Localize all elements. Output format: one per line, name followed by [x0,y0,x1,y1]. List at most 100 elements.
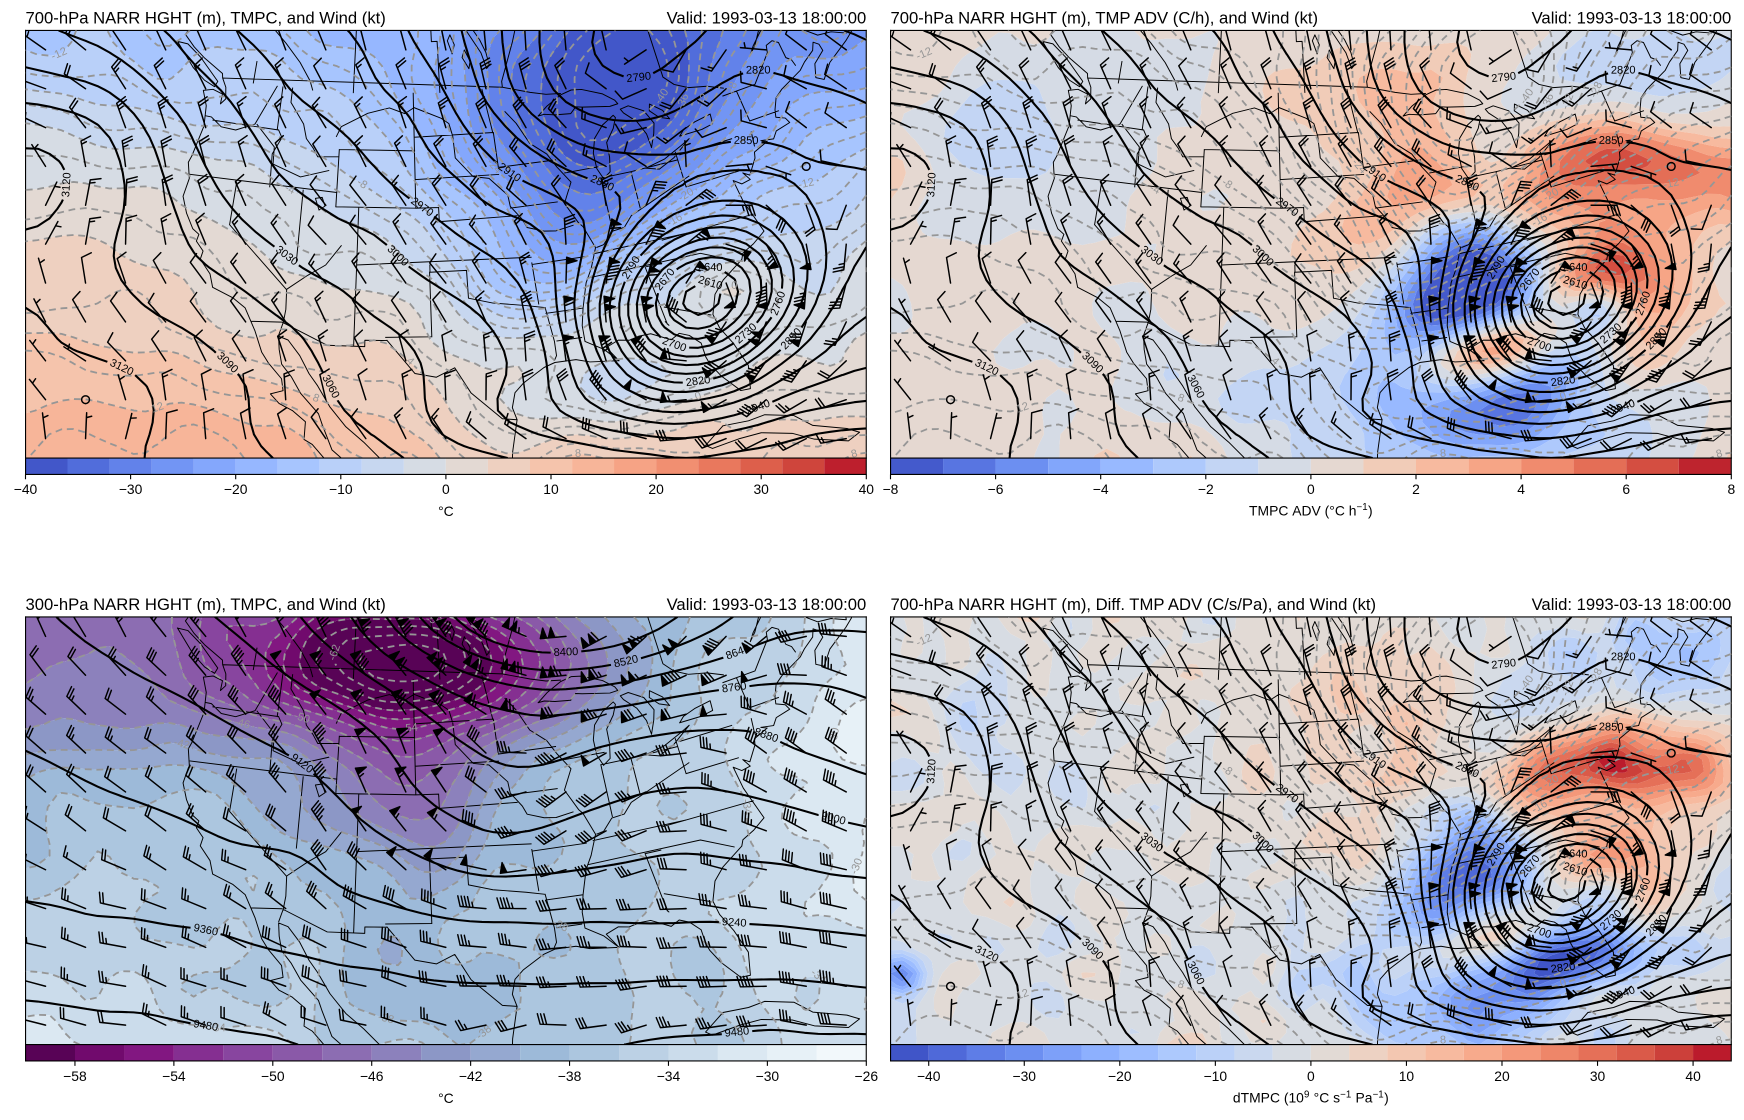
svg-text:2: 2 [1412,481,1420,497]
svg-text:12: 12 [1015,400,1031,415]
svg-text:9000: 9000 [820,810,847,828]
svg-text:8: 8 [1176,392,1186,405]
svg-text:0: 0 [693,390,703,403]
svg-text:−30: −30 [1012,1068,1036,1084]
svg-text:0: 0 [1596,280,1603,292]
svg-text:8: 8 [1715,1034,1724,1047]
svg-text:40: 40 [859,481,875,497]
svg-text:8: 8 [311,392,321,405]
svg-text:0: 0 [442,481,450,497]
svg-text:2790: 2790 [1491,657,1517,672]
svg-text:-54: -54 [401,722,418,736]
svg-text:-12: -12 [49,45,69,63]
svg-text:°C: °C [438,503,454,519]
svg-text:8: 8 [1176,978,1186,991]
svg-text:40: 40 [1685,1068,1701,1084]
svg-text:−50: −50 [261,1068,285,1084]
svg-text:0: 0 [1558,390,1568,403]
svg-text:-4: -4 [283,182,297,197]
svg-text:10: 10 [543,481,559,497]
svg-text:-12: -12 [797,176,815,191]
svg-text:-34: -34 [210,1022,226,1034]
svg-text:Valid: 1993-03-13 18:00:00: Valid: 1993-03-13 18:00:00 [1532,8,1732,27]
svg-text:9480: 9480 [193,1018,219,1034]
svg-text:-12: -12 [1662,763,1680,778]
svg-text:−10: −10 [1204,1068,1228,1084]
svg-text:2820: 2820 [1550,374,1576,389]
svg-text:2850: 2850 [734,135,759,147]
svg-text:8760: 8760 [721,680,747,695]
svg-text:-4: -4 [1148,769,1162,784]
svg-text:30: 30 [753,481,769,497]
svg-text:8: 8 [1715,448,1724,461]
svg-text:0: 0 [1307,1068,1315,1084]
svg-text:-12: -12 [1662,176,1680,191]
svg-text:12: 12 [150,400,166,415]
svg-text:4: 4 [1517,481,1525,497]
svg-text:0: 0 [1307,481,1315,497]
svg-text:2820: 2820 [685,374,711,389]
svg-text:10: 10 [1399,1068,1415,1084]
svg-text:2850: 2850 [1599,721,1624,733]
svg-text:8520: 8520 [613,653,640,670]
svg-text:8: 8 [1440,448,1447,460]
svg-text:3120: 3120 [925,172,938,197]
svg-text:9240: 9240 [721,916,746,930]
svg-text:20: 20 [648,481,664,497]
svg-text:-12: -12 [914,632,934,650]
svg-text:Valid: 1993-03-13 18:00:00: Valid: 1993-03-13 18:00:00 [667,595,867,614]
svg-text:300-hPa NARR HGHT (m), TMPC, a: 300-hPa NARR HGHT (m), TMPC, and Wind (k… [26,595,386,614]
svg-text:-4: -4 [1461,981,1473,994]
svg-text:-30: -30 [848,857,865,876]
svg-text:2790: 2790 [626,70,652,85]
svg-text:30: 30 [1590,1068,1606,1084]
svg-text:-58: -58 [425,613,443,628]
svg-text:−2: −2 [1198,481,1214,497]
svg-text:Valid: 1993-03-13 18:00:00: Valid: 1993-03-13 18:00:00 [1532,595,1732,614]
svg-text:-46: -46 [233,716,252,732]
svg-text:2820: 2820 [746,65,771,77]
svg-text:−30: −30 [119,481,143,497]
svg-text:−54: −54 [162,1068,186,1084]
svg-text:0: 0 [1596,866,1603,878]
svg-text:-4: -4 [1148,182,1162,197]
svg-text:8: 8 [575,448,582,460]
svg-text:-4: -4 [1461,394,1473,407]
svg-text:0: 0 [1558,977,1568,990]
svg-text:−10: −10 [329,481,353,497]
svg-text:−8: −8 [883,481,899,497]
svg-text:9360: 9360 [192,922,219,939]
svg-text:−58: −58 [63,1068,87,1084]
svg-text:2820: 2820 [1611,65,1636,77]
svg-text:-38: -38 [550,917,570,935]
svg-text:-42: -42 [172,737,190,753]
svg-text:700-hPa NARR HGHT (m), Diff. T: 700-hPa NARR HGHT (m), Diff. TMP ADV (C/… [890,595,1376,614]
svg-text:6: 6 [1622,481,1630,497]
svg-text:2640: 2640 [1563,262,1588,274]
svg-text:20: 20 [1494,1068,1510,1084]
svg-text:700-hPa NARR HGHT (m), TMPC, a: 700-hPa NARR HGHT (m), TMPC, and Wind (k… [26,8,386,27]
svg-text:−40: −40 [14,481,38,497]
svg-text:−20: −20 [224,481,248,497]
svg-text:−42: −42 [459,1068,483,1084]
svg-text:d T M P C: d T M P C ( 1 0 ° C s P a ) 9 − 1 − 1 [1233,1077,1394,1107]
svg-text:8: 8 [1727,481,1735,497]
svg-text:700-hPa NARR HGHT (m), TMP ADV: 700-hPa NARR HGHT (m), TMP ADV (C/h), an… [890,8,1318,27]
svg-text:0: 0 [731,280,738,292]
svg-text:°C: °C [438,1090,454,1106]
svg-text:−38: −38 [558,1068,582,1084]
svg-text:3120: 3120 [925,759,938,784]
svg-text:−6: −6 [988,481,1004,497]
svg-text:2640: 2640 [1563,848,1588,860]
svg-text:2640: 2640 [698,262,723,274]
svg-text:−20: −20 [1108,1068,1132,1084]
svg-text:2820: 2820 [1550,961,1576,976]
svg-text:−30: −30 [756,1068,780,1084]
svg-text:−46: −46 [360,1068,384,1084]
svg-text:2790: 2790 [1491,70,1517,85]
svg-text:−26: −26 [855,1068,879,1084]
svg-text:-4: -4 [596,394,608,407]
svg-text:Valid: 1993-03-13 18:00:00: Valid: 1993-03-13 18:00:00 [667,8,867,27]
svg-text:−34: −34 [657,1068,681,1084]
svg-text:3120: 3120 [60,172,73,197]
